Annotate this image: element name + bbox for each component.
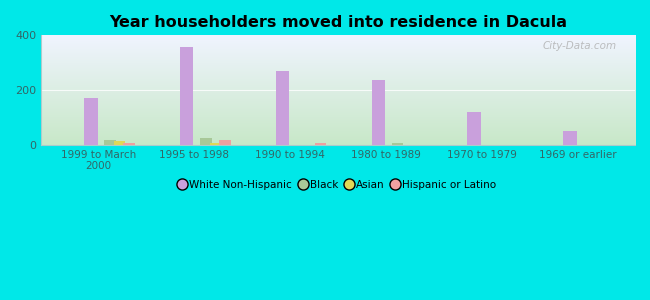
Title: Year householders moved into residence in Dacula: Year householders moved into residence i… (109, 15, 567, 30)
Bar (104, 140, 116, 145)
Text: City-Data.com: City-Data.com (543, 41, 618, 51)
Bar (124, 143, 135, 145)
Bar (372, 80, 385, 145)
Bar (209, 143, 221, 145)
Bar (180, 47, 193, 145)
Bar (467, 112, 481, 145)
Legend: White Non-Hispanic, Black, Asian, Hispanic or Latino: White Non-Hispanic, Black, Asian, Hispan… (176, 176, 500, 194)
Bar (276, 71, 289, 145)
Bar (84, 98, 98, 145)
Bar (114, 141, 125, 145)
Bar (200, 138, 211, 145)
Bar (563, 131, 577, 145)
Bar (219, 140, 231, 145)
Bar (392, 143, 403, 145)
Bar (315, 143, 326, 145)
